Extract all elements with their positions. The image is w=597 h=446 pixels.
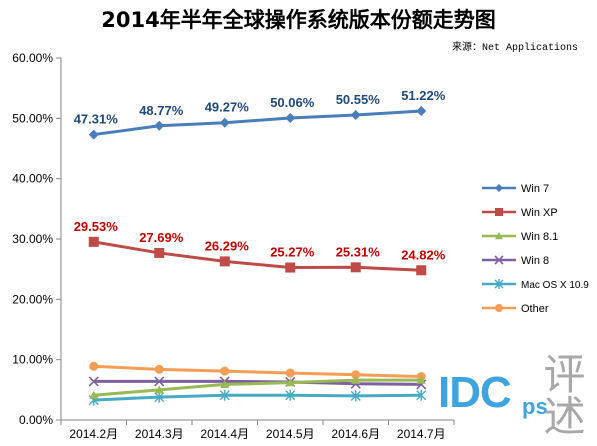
x-tick-label: 2014.3月 xyxy=(135,427,184,441)
data-label: 48.77% xyxy=(139,103,184,118)
data-point xyxy=(220,379,230,389)
data-point xyxy=(89,390,99,399)
y-tick-label: 30.00% xyxy=(12,232,53,246)
data-point xyxy=(154,247,165,258)
x-tick-label: 2014.6月 xyxy=(331,427,380,441)
data-point xyxy=(154,120,165,131)
legend-label: Win 7 xyxy=(521,183,549,195)
series-line xyxy=(93,378,422,397)
series-line xyxy=(93,109,422,137)
watermark-glyphs: 评述 xyxy=(537,352,586,436)
data-point xyxy=(88,236,99,247)
data-label: 51.22% xyxy=(401,88,446,103)
data-point xyxy=(416,375,426,384)
y-tick-label: 40.00% xyxy=(12,172,53,186)
y-tick-label: 60.00% xyxy=(12,51,53,65)
data-point xyxy=(416,105,427,116)
x-tick-label: 2014.2月 xyxy=(69,427,118,441)
chart-title: 2014年半年全球操作系统版本份额走势图 xyxy=(101,8,496,32)
legend-marker xyxy=(495,184,503,192)
data-point xyxy=(89,361,99,371)
series-line xyxy=(93,240,422,272)
y-tick-label: 50.00% xyxy=(12,111,53,125)
data-point xyxy=(88,129,99,140)
watermark-logo-ps: ps xyxy=(522,394,548,419)
data-point xyxy=(285,368,295,378)
data-point xyxy=(351,375,361,384)
y-tick-label: 20.00% xyxy=(12,292,53,306)
data-label: 27.69% xyxy=(139,230,184,245)
data-point xyxy=(154,376,165,387)
data-point xyxy=(350,262,361,273)
legend-label: Win 8.1 xyxy=(521,231,558,243)
source-note: 来源：Net Applications xyxy=(452,43,579,54)
data-point xyxy=(219,117,230,128)
data-point xyxy=(416,389,427,401)
legend-label: Win XP xyxy=(521,207,558,219)
legend-label: Mac OS X 10.9 xyxy=(521,280,589,291)
data-point xyxy=(88,376,99,387)
data-point xyxy=(285,262,296,273)
data-label: 50.06% xyxy=(270,95,315,110)
data-point xyxy=(350,110,361,121)
legend-marker xyxy=(494,279,504,289)
series-line xyxy=(93,393,422,402)
x-tick-label: 2014.7月 xyxy=(397,427,446,441)
data-label: 25.31% xyxy=(336,244,381,259)
x-tick-label: 2014.4月 xyxy=(200,427,249,441)
data-point xyxy=(285,112,296,123)
y-tick-label: 0.00% xyxy=(19,413,53,427)
data-point xyxy=(154,385,164,394)
legend-marker xyxy=(494,255,504,265)
x-tick-label: 2014.5月 xyxy=(266,427,315,441)
data-label: 29.53% xyxy=(74,219,119,234)
data-point xyxy=(351,370,361,380)
data-point xyxy=(416,265,427,276)
y-tick-label: 10.00% xyxy=(12,353,53,367)
data-point xyxy=(219,389,230,401)
data-point xyxy=(154,364,164,374)
legend-marker xyxy=(495,232,503,240)
data-label: 25.27% xyxy=(270,245,315,260)
data-point xyxy=(350,390,361,402)
legend-marker xyxy=(495,208,503,216)
data-point xyxy=(219,256,230,267)
data-label: 50.55% xyxy=(336,92,381,107)
data-label: 26.29% xyxy=(205,238,250,253)
series-line xyxy=(93,364,422,379)
legend-label: Win 8 xyxy=(521,255,549,267)
data-point xyxy=(285,389,296,401)
data-label: 49.27% xyxy=(205,100,250,115)
data-point xyxy=(285,378,295,387)
data-label: 47.31% xyxy=(74,112,119,127)
watermark-logo-idc: IDC xyxy=(438,368,512,417)
series-line xyxy=(93,379,422,386)
data-label: 24.82% xyxy=(401,247,446,262)
legend-marker xyxy=(495,304,503,312)
legend-label: Other xyxy=(521,303,549,315)
data-point xyxy=(220,366,230,376)
